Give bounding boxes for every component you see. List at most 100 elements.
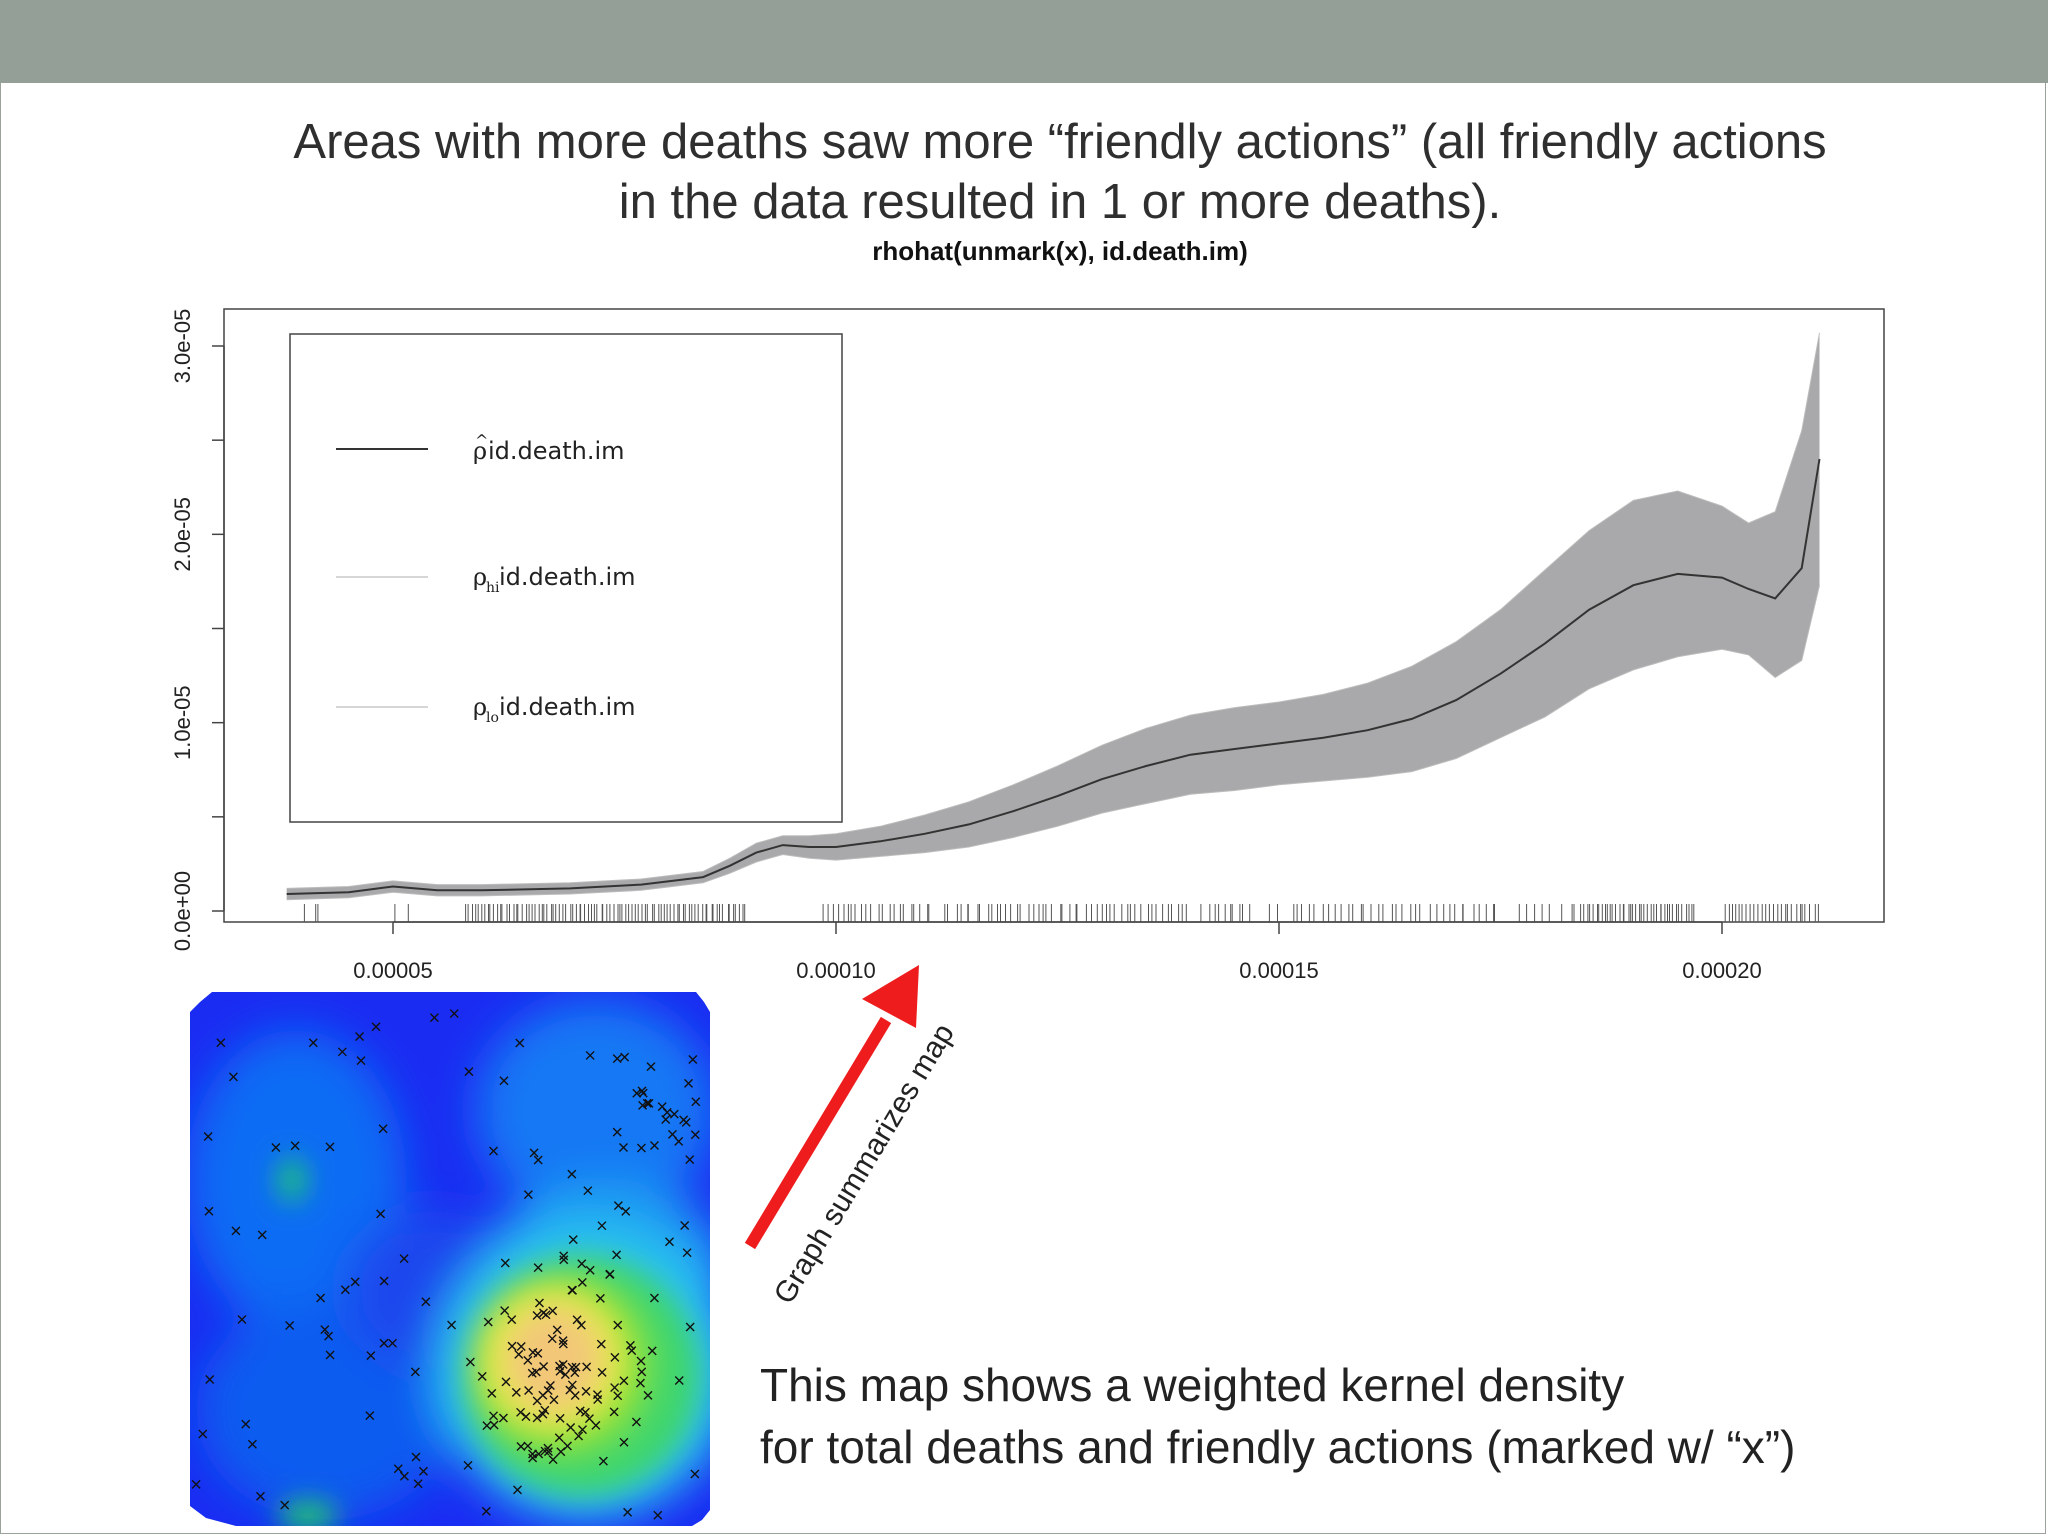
density-map-image [176,990,712,1528]
map-x-marker [516,1407,526,1417]
map-x-marker [554,1361,564,1371]
map-x-marker [680,1220,690,1230]
map-x-marker [271,1143,281,1153]
map-x-marker [575,1406,585,1416]
map-x-marker [521,1412,531,1422]
map-x-marker [609,1407,619,1417]
map-x-marker [449,1009,459,1019]
map-x-marker [477,1371,487,1381]
map-x-marker [669,1109,679,1119]
slide-title-line-2: in the data resulted in 1 or more deaths… [618,175,1502,229]
map-x-marker [308,1038,318,1048]
map-x-marker [685,1322,695,1332]
svg-text:ρ: ρ [473,437,487,465]
map-x-marker [548,1306,558,1316]
map-x-marker [487,1388,497,1398]
map-x-marker [649,1141,659,1150]
map-x-marker [661,1114,671,1124]
map-caption: This map shows a weighted kernel density… [760,1354,2020,1478]
series-line-rho-hat [286,458,1821,895]
map-caption-line-2: for total deaths and friendly actions (m… [760,1421,1796,1473]
map-x-marker [657,1102,667,1112]
map-x-marker [514,1349,524,1359]
map-x-marker [619,1376,629,1386]
map-x-marker [216,1038,226,1048]
map-x-marker [540,1405,550,1415]
map-x-marker [559,1251,569,1261]
map-x-marker [559,1255,569,1265]
map-x-marker [638,1088,648,1098]
x-tick-label: 0.00020 [1682,958,1762,983]
map-x-marker [545,1380,555,1390]
map-x-marker [465,1357,475,1367]
map-x-marker [539,1361,549,1371]
map-x-marker [399,1254,409,1264]
map-x-marker [337,1047,347,1057]
map-x-marker [625,1340,635,1350]
svg-text:ρ: ρ [473,693,487,721]
map-x-marker [612,1054,622,1064]
map-x-marker [528,1453,538,1463]
map-x-marker [411,1452,421,1462]
map-x-marker [577,1277,587,1287]
map-x-marker [547,1334,557,1344]
map-x-marker [684,1078,694,1088]
map-x-marker [566,1422,576,1432]
slide-header-bar [0,0,2048,83]
map-x-marker [636,1356,646,1366]
map-x-marker [501,1377,511,1387]
map-x-marker [324,1331,334,1341]
map-x-marker [548,1455,558,1465]
map-x-marker [228,1072,238,1082]
map-x-marker [500,1258,510,1268]
y-tick-label: 1.0e-05 [170,685,195,760]
map-x-marker [568,1235,578,1245]
friendly-action-marks [191,1009,701,1520]
map-x-marker [565,1385,575,1395]
map-x-marker [413,1479,423,1489]
map-x-marker [605,1269,615,1279]
map-x-marker [613,1391,623,1401]
y-tick-label: 2.0e-05 [170,497,195,572]
confidence-band [286,332,1820,900]
map-x-marker [399,1471,409,1481]
map-x-marker [619,1143,628,1152]
map-x-marker [499,1076,509,1086]
series-layer [286,332,1821,901]
map-x-marker [612,1250,622,1260]
map-x-marker [543,1447,553,1457]
map-x-marker [567,1169,577,1179]
x-tick-label: 0.00010 [796,958,876,983]
map-x-marker [549,1395,559,1405]
map-x-marker [532,1413,542,1423]
map-x-marker [577,1259,587,1269]
map-x-marker [531,1367,541,1377]
map-x-marker [649,1293,659,1303]
map-x-marker [325,1350,335,1360]
map-x-marker [681,1117,691,1127]
svg-text:hi: hi [486,580,500,596]
y-tick-label: 3.0e-05 [170,309,195,384]
map-x-marker [280,1500,290,1510]
annotation-arrow [744,965,919,1250]
y-axis: 0.0e+00 1.0e-05 2.0e-05 3.0e-05 [170,309,225,951]
map-x-marker [646,1062,656,1072]
map-x-marker [365,1411,375,1421]
map-x-marker [596,1339,606,1349]
map-x-marker [191,1479,201,1489]
map-x-marker [463,1460,473,1470]
legend-symbol-rho-hat: ρ ^ [473,431,488,465]
map-x-marker [598,1456,608,1466]
map-x-marker [539,1308,548,1318]
map-x-marker [576,1320,586,1330]
map-x-marker [516,1441,526,1451]
map-x-marker [621,1206,631,1216]
map-x-marker [560,1370,570,1380]
map-x-marker [580,1407,590,1417]
map-x-marker [379,1338,389,1348]
map-x-marker [613,1201,623,1211]
map-x-marker [410,1367,420,1377]
kernel-density-map [176,990,712,1528]
map-x-marker [429,1013,439,1023]
